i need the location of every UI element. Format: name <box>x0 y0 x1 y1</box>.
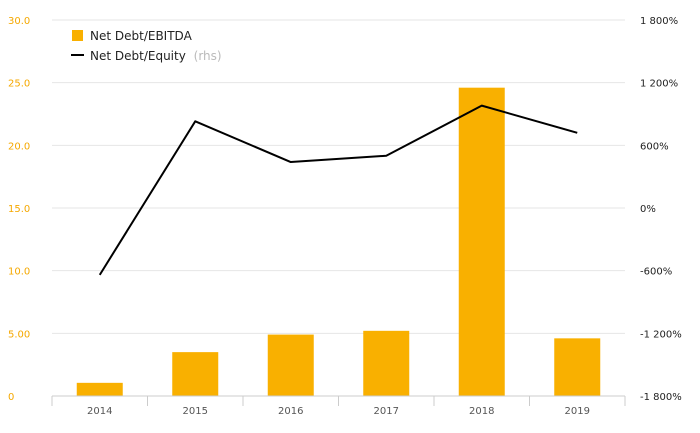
right-tick-label: -600% <box>640 267 672 278</box>
left-tick-label: 0 <box>8 392 14 403</box>
legend-label-net-debt-equity: Net Debt/Equity <box>90 49 186 63</box>
svg-text:Net Debt/Equity (rhs): Net Debt/Equity (rhs) <box>90 49 222 63</box>
left-tick-label: 5.00 <box>8 329 30 340</box>
line-series <box>98 104 578 276</box>
x-tick-label: 2017 <box>374 406 399 417</box>
left-axis: 0 5.00 10.0 15.0 20.0 25.0 30.0 <box>8 16 30 403</box>
right-tick-label: 600% <box>640 141 669 152</box>
legend: Net Debt/EBITDA Net Debt/Equity (rhs) <box>71 29 222 63</box>
x-axis: 2014 2015 2016 2017 2018 2019 <box>51 395 626 417</box>
bar-net-debt-ebitda <box>172 352 219 396</box>
x-tick-label: 2019 <box>565 406 590 417</box>
x-tick-label: 2014 <box>87 406 112 417</box>
right-axis: -1 800% -1 200% -600% 0% 600% 1 200% 1 800% <box>640 16 682 403</box>
x-tick-label: 2016 <box>278 406 303 417</box>
legend-label-net-debt-ebitda: Net Debt/EBITDA <box>90 29 193 43</box>
right-tick-label: 0% <box>640 204 656 215</box>
left-tick-label: 30.0 <box>8 16 30 27</box>
x-tick-label: 2018 <box>469 406 494 417</box>
left-tick-label: 25.0 <box>8 79 30 90</box>
right-tick-label: 1 200% <box>640 79 678 90</box>
bar-series <box>76 87 601 397</box>
bar-net-debt-ebitda <box>267 334 314 396</box>
x-tick-label: 2015 <box>183 406 208 417</box>
legend-label-rhs-suffix: (rhs) <box>194 49 222 63</box>
right-tick-label: -1 200% <box>640 329 682 340</box>
bar-net-debt-ebitda <box>363 330 410 396</box>
right-tick-label: 1 800% <box>640 16 678 27</box>
bar-net-debt-ebitda <box>458 87 505 397</box>
right-tick-label: -1 800% <box>640 392 682 403</box>
legend-swatch-net-debt-ebitda <box>72 30 83 41</box>
left-tick-label: 20.0 <box>8 141 30 152</box>
bar-net-debt-ebitda <box>76 382 123 396</box>
left-tick-label: 15.0 <box>8 204 30 215</box>
line-net-debt-equity <box>98 104 578 276</box>
bar-net-debt-ebitda <box>554 338 601 396</box>
left-tick-label: 10.0 <box>8 267 30 278</box>
grid-lines <box>52 19 625 334</box>
